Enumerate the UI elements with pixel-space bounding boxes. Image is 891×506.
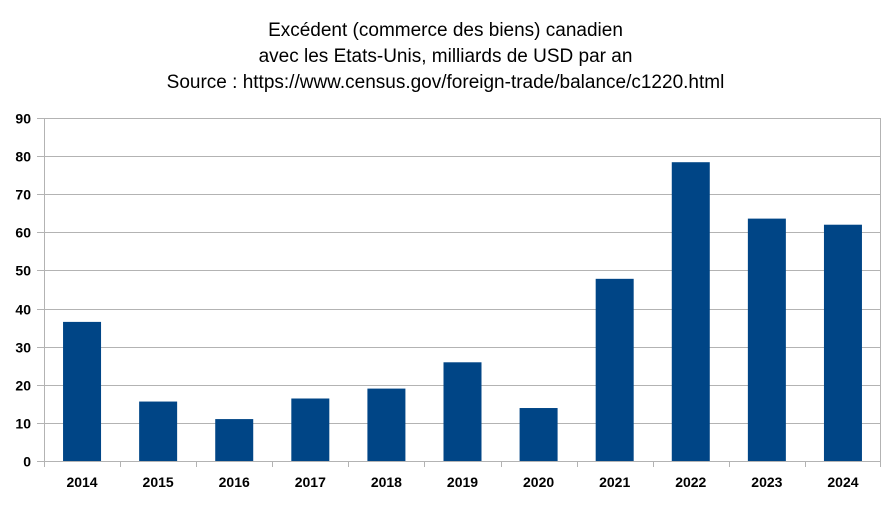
y-tick-label-0: 0 — [23, 454, 31, 470]
x-tick-label-2016: 2016 — [219, 474, 250, 490]
y-tick-label-10: 10 — [15, 416, 31, 432]
bar-2020 — [519, 408, 558, 461]
y-tick-label-30: 30 — [15, 340, 31, 356]
x-tick-label-2021: 2021 — [599, 474, 630, 490]
chart-title-line-2: avec les Etats-Unis, milliards de USD pa… — [258, 46, 633, 67]
y-tick-label-90: 90 — [15, 111, 31, 127]
bars — [63, 162, 862, 461]
bar-2024 — [823, 224, 862, 461]
chart-title-line-3: Source : https://www.census.gov/foreign-… — [166, 72, 725, 93]
x-tick-label-2024: 2024 — [827, 474, 858, 490]
x-tick-label-2020: 2020 — [523, 474, 554, 490]
chart-title-line-1: Excédent (commerce des biens) canadien — [268, 20, 623, 41]
y-tick-labels: 0 10 20 30 40 50 60 70 80 90 — [15, 111, 31, 470]
bar-2022 — [671, 162, 710, 461]
bar-2019 — [443, 362, 482, 461]
bar-2018 — [367, 388, 406, 461]
y-tick-label-40: 40 — [15, 302, 31, 318]
bar-2023 — [747, 218, 786, 461]
x-tick-label-2023: 2023 — [751, 474, 782, 490]
y-tick-label-80: 80 — [15, 149, 31, 165]
x-tick-label-2014: 2014 — [66, 474, 97, 490]
x-tick-label-2018: 2018 — [371, 474, 402, 490]
bar-2014 — [63, 321, 102, 461]
x-tick-labels: 2014 2015 2016 2017 2018 2019 2020 2021 2022 2023… — [66, 474, 858, 490]
bar-2016 — [215, 419, 254, 461]
bar-2021 — [595, 278, 634, 461]
axes — [44, 118, 881, 467]
y-tick-label-60: 60 — [15, 225, 31, 241]
y-tick-label-20: 20 — [15, 378, 31, 394]
chart-title: Excédent (commerce des biens) canadien a… — [0, 18, 891, 96]
x-tick-label-2019: 2019 — [447, 474, 478, 490]
y-tick-label-50: 50 — [15, 263, 31, 279]
x-tick-label-2022: 2022 — [675, 474, 706, 490]
x-tick-label-2015: 2015 — [143, 474, 174, 490]
bar-2015 — [139, 401, 178, 461]
bar-2017 — [291, 398, 330, 461]
x-tick-label-2017: 2017 — [295, 474, 326, 490]
y-tick-label-70: 70 — [15, 187, 31, 203]
gridlines — [37, 118, 881, 462]
